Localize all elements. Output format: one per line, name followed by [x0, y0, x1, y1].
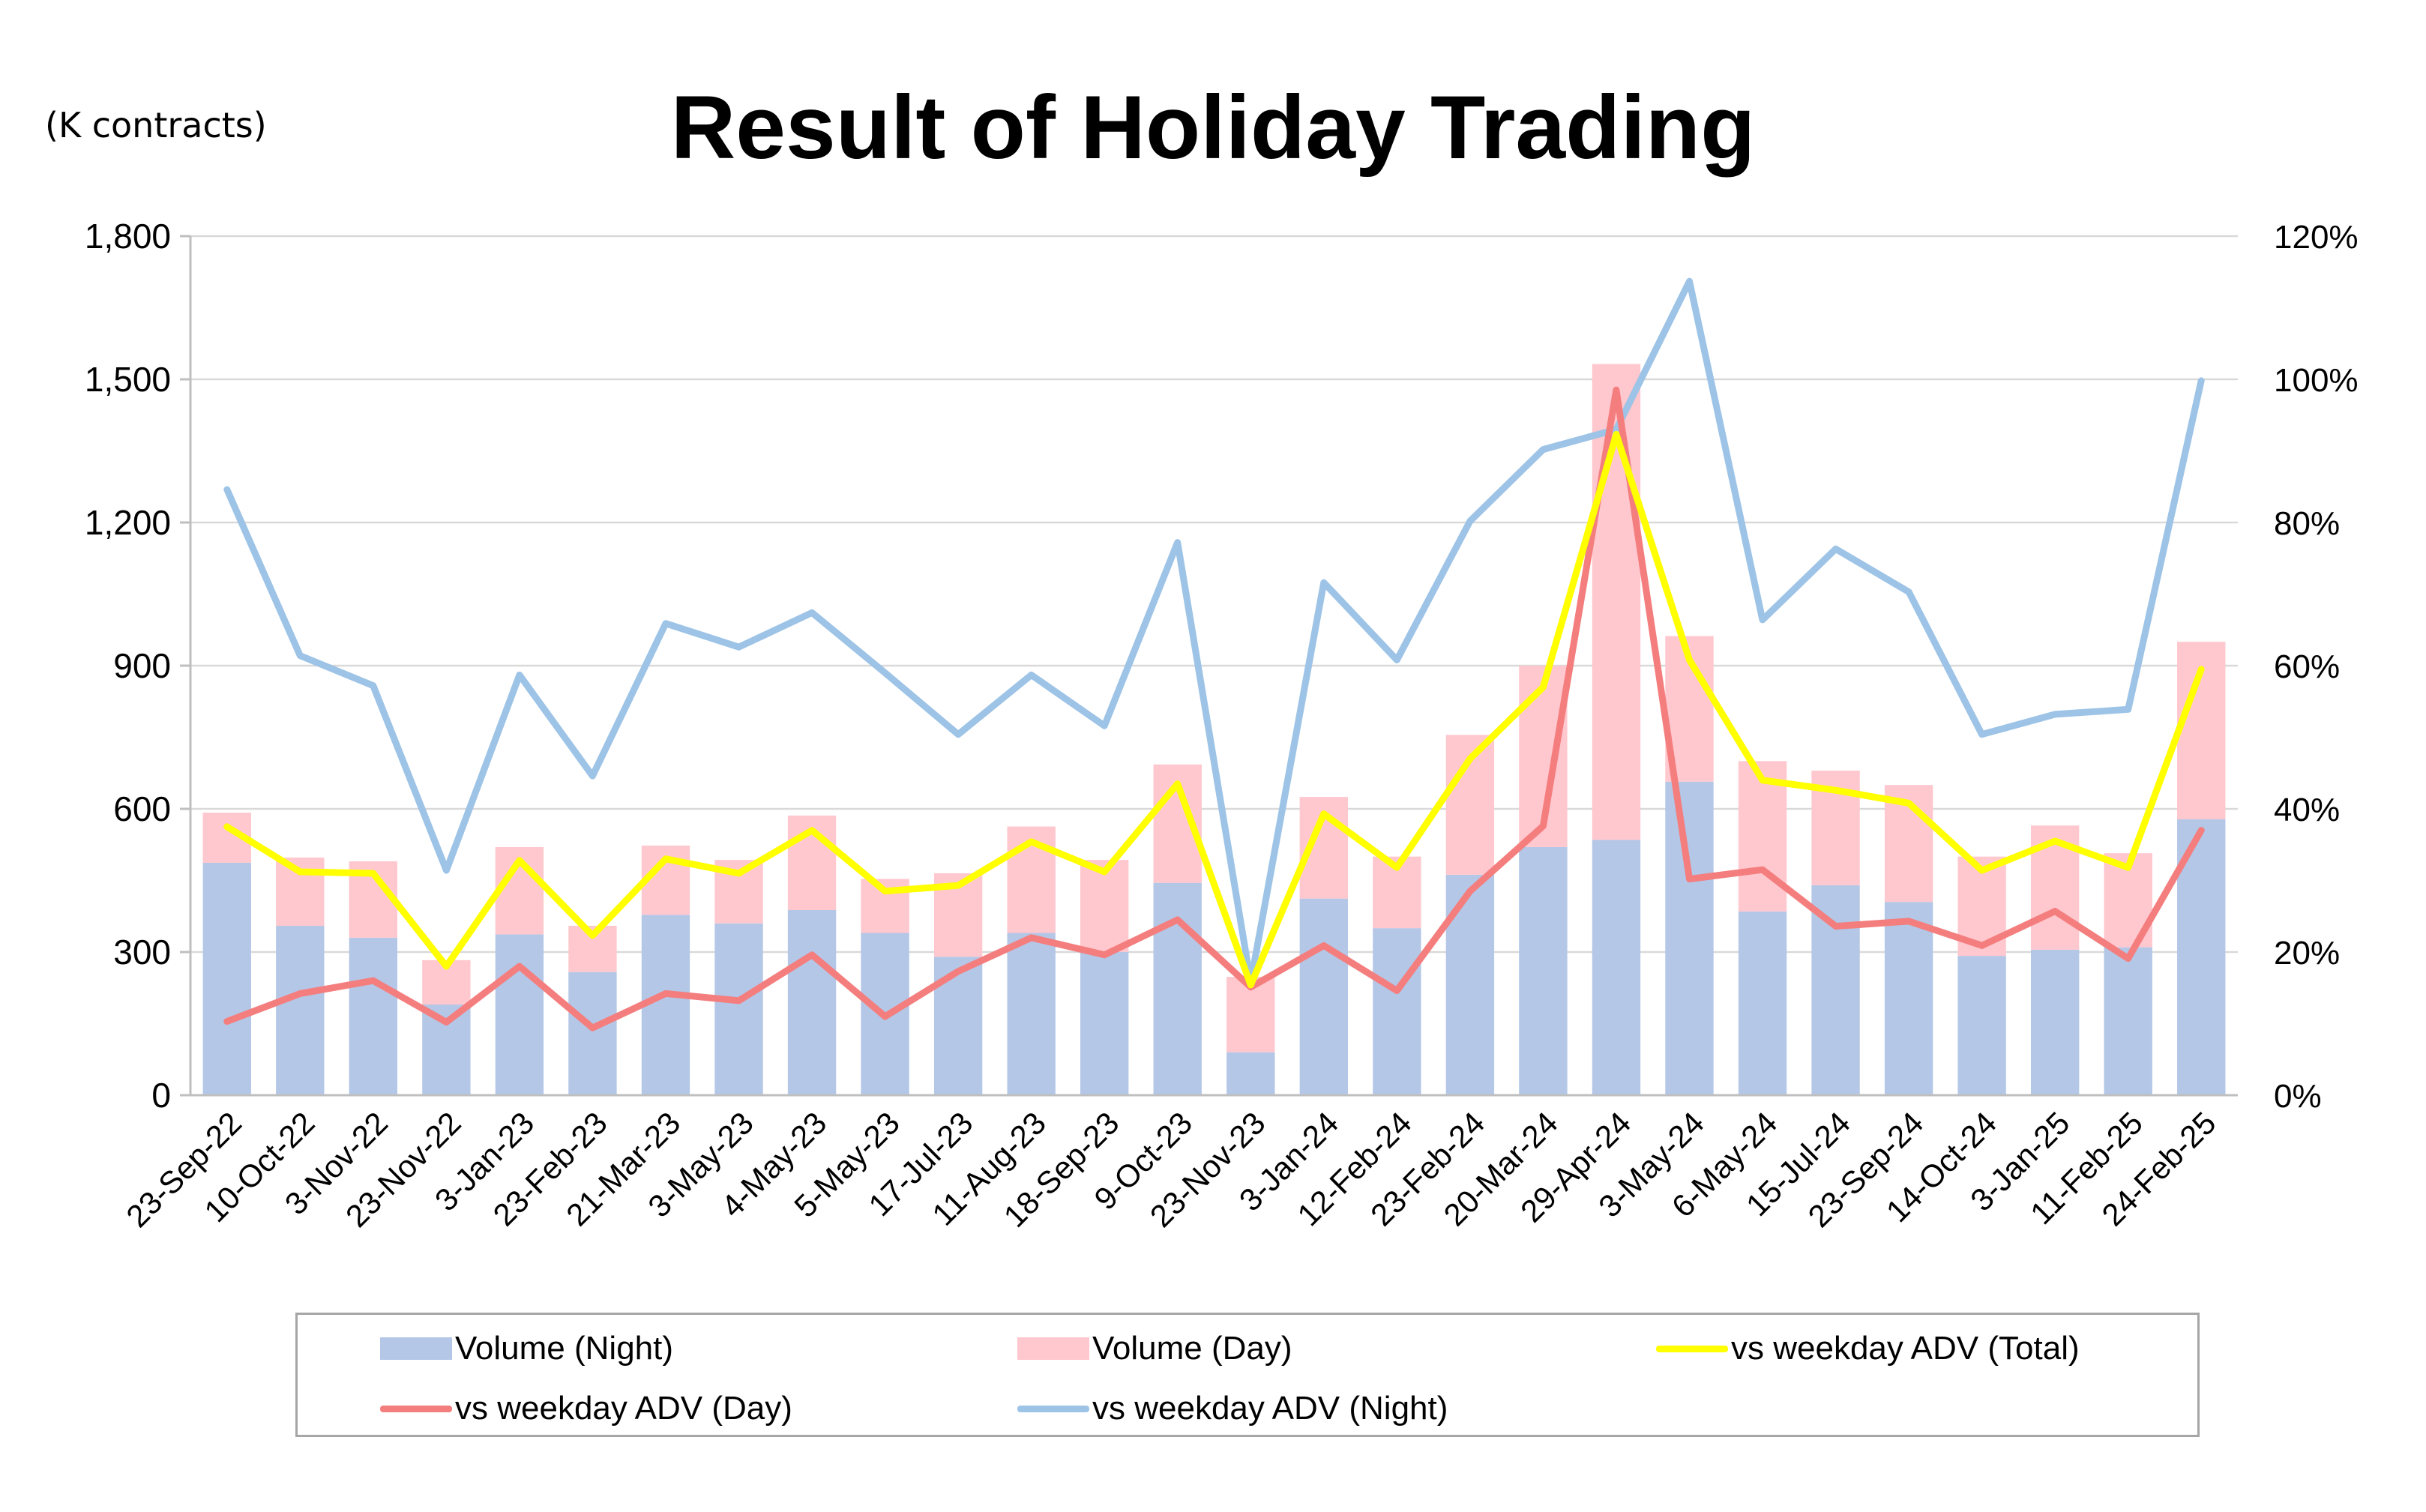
legend-label: vs weekday ADV (Night) [1092, 1390, 1448, 1427]
bar-volume-day [1080, 860, 1129, 952]
y-right-tick-label: 0% [2274, 1078, 2322, 1115]
legend-swatch-adv-night [1017, 1405, 1089, 1412]
y-right-tick-label: 120% [2274, 219, 2359, 256]
bar-volume-night [2177, 819, 2226, 1095]
legend-label: Volume (Day) [1092, 1330, 1292, 1367]
bar-volume-night [2030, 949, 2080, 1095]
bar-volume-night [1665, 781, 1714, 1095]
legend: Volume (Night) Volume (Day) vs weekday A… [295, 1313, 2200, 1437]
legend-label: Volume (Night) [455, 1330, 674, 1367]
legend-label: vs weekday ADV (Day) [455, 1390, 792, 1427]
bar-volume-night [276, 925, 325, 1095]
legend-item-volume-night: Volume (Night) [380, 1322, 673, 1375]
legend-swatch-adv-day [380, 1405, 452, 1412]
chart-title: Result of Holiday Trading [670, 77, 1756, 178]
line-vs-weekday-adv-day [223, 386, 2205, 1031]
bar-volume-night [933, 957, 983, 1095]
bar-volume-night [787, 909, 837, 1095]
bar-volume-night [1519, 846, 1568, 1095]
y-left-tick-label: 1,500 [85, 360, 171, 399]
y-right-tick-label: 20% [2274, 935, 2340, 972]
bar-volume-night [1153, 882, 1202, 1095]
legend-swatch-adv-total [1656, 1345, 1728, 1352]
legend-item-adv-day: vs weekday ADV (Day) [380, 1382, 792, 1435]
y-left-tick-label: 1,200 [85, 503, 171, 542]
y-right-tick-label: 60% [2274, 648, 2340, 685]
bar-volume-night [202, 862, 251, 1095]
bar-volume-night [1811, 885, 1860, 1095]
y-left-tick-label: 600 [113, 789, 171, 828]
bar-volume-night [2104, 947, 2152, 1095]
y-right-tick-label: 40% [2274, 792, 2340, 828]
y-left-tick-label: 1,800 [85, 217, 171, 256]
axes [180, 235, 2238, 1097]
legend-swatch-volume-night [380, 1337, 452, 1360]
unit-label: (K contracts) [45, 105, 267, 145]
bar-volume-night [568, 972, 617, 1095]
bar-volume-night [349, 937, 398, 1095]
legend-item-adv-total: vs weekday ADV (Total) [1656, 1322, 2080, 1375]
y-right-tick-label: 80% [2274, 505, 2340, 542]
bar-volume-night [1592, 840, 1641, 1095]
bar-volume-night [1226, 1052, 1275, 1095]
lines [223, 277, 2205, 1031]
bar-volume-night [1957, 956, 2006, 1095]
bar-volume-night [714, 923, 763, 1095]
legend-item-volume-day: Volume (Day) [1017, 1322, 1292, 1375]
legend-label: vs weekday ADV (Total) [1731, 1330, 2080, 1367]
bar-volume-night [641, 915, 690, 1095]
bar-volume-night [1445, 874, 1495, 1095]
y-left-tick-label: 0 [151, 1076, 171, 1115]
bar-volume-day [276, 857, 325, 926]
legend-item-adv-night: vs weekday ADV (Night) [1017, 1382, 1448, 1435]
bar-volume-night [1299, 898, 1348, 1095]
y-left-tick-label: 300 [113, 933, 171, 972]
bar-volume-night [1738, 911, 1787, 1095]
legend-swatch-volume-day [1017, 1337, 1089, 1360]
line-vs-weekday-adv-total [223, 431, 2205, 989]
y-right-tick-label: 100% [2274, 362, 2359, 399]
bar-volume-night [1373, 928, 1421, 1095]
bar-volume-night [1080, 952, 1129, 1095]
line-vs-weekday-adv-night [223, 277, 2205, 986]
y-left-tick-label: 900 [113, 646, 171, 685]
bars [202, 364, 2226, 1095]
bar-volume-night [1884, 902, 1933, 1095]
bar-volume-night [495, 934, 544, 1095]
bar-volume-night [1007, 933, 1056, 1095]
